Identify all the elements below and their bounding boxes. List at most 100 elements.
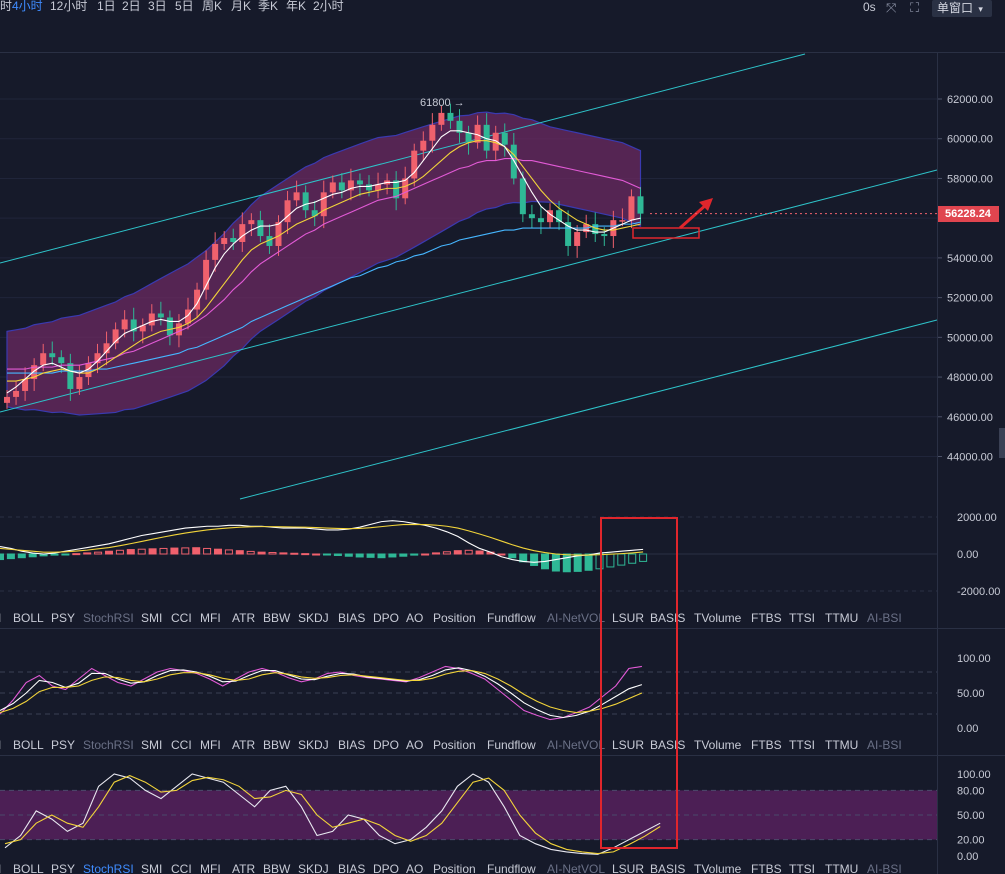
tab-ttsi[interactable]: TTSI (789, 611, 815, 625)
tab-ftbs[interactable]: FTBS (751, 738, 782, 752)
tab-i[interactable]: I (0, 738, 1, 752)
timeframe-7[interactable]: 周K (202, 0, 223, 13)
tab-psy[interactable]: PSY (51, 611, 76, 625)
tab-ai-bsi[interactable]: AI-BSI (867, 738, 902, 752)
tab-ttsi[interactable]: TTSI (789, 738, 815, 752)
tab-ao[interactable]: AO (406, 862, 424, 874)
tab-bbw[interactable]: BBW (263, 862, 291, 874)
expand-icon[interactable]: ⛶ (910, 0, 920, 15)
tab-tvolume[interactable]: TVolume (694, 862, 742, 874)
tab-atr[interactable]: ATR (232, 738, 256, 752)
timeframe-6[interactable]: 5日 (175, 0, 194, 13)
timeframe-1[interactable]: 4小时 (12, 0, 43, 13)
macd-histogram-bar (410, 553, 419, 556)
candle-body (230, 238, 237, 242)
tab-dpo[interactable]: DPO (373, 862, 400, 874)
tab-smi[interactable]: SMI (141, 862, 163, 874)
macd-histogram-bar (399, 553, 408, 557)
timeframe-3[interactable]: 1日 (97, 0, 116, 13)
window-mode-dropdown[interactable]: 单窗口 ▾ (932, 0, 992, 17)
tab-bias[interactable]: BIAS (338, 738, 366, 752)
bollinger-band (6, 111, 642, 416)
tab-ai-netvol[interactable]: AI-NetVOL (547, 611, 606, 625)
tab-atr[interactable]: ATR (232, 862, 256, 874)
candle-body (166, 317, 173, 336)
tab-cci[interactable]: CCI (171, 738, 192, 752)
tab-position[interactable]: Position (433, 611, 476, 625)
timeframe-10[interactable]: 年K (286, 0, 307, 13)
timeframe-8[interactable]: 月K (231, 0, 252, 13)
tab-boll[interactable]: BOLL (13, 862, 44, 874)
tab-dpo[interactable]: DPO (373, 738, 400, 752)
timeframe-2[interactable]: 12小时 (50, 0, 88, 13)
tab-ftbs[interactable]: FTBS (751, 862, 782, 874)
tab-fundflow[interactable]: Fundflow (487, 862, 536, 874)
tab-ttmu[interactable]: TTMU (825, 738, 859, 752)
tab-ttmu[interactable]: TTMU (825, 611, 859, 625)
tab-stochrsi[interactable]: StochRSI (83, 862, 134, 874)
fullscreen-icon[interactable]: ⤧ (886, 0, 897, 15)
indicator-tabs-1: I BOLL PSY StochRSI SMI CCI MFI ATR BBW SKDJ BIAS D… (0, 611, 940, 627)
tab-boll[interactable]: BOLL (13, 738, 44, 752)
tab-basis[interactable]: BASIS (650, 862, 686, 874)
tab-tvolume[interactable]: TVolume (694, 738, 742, 752)
tab-lsur[interactable]: LSUR (612, 611, 645, 625)
price-axis-label: 62000.00 (947, 94, 993, 106)
tab-skdj[interactable]: SKDJ (298, 738, 329, 752)
tab-mfi[interactable]: MFI (200, 738, 221, 752)
tab-smi[interactable]: SMI (141, 611, 163, 625)
tab-lsur[interactable]: LSUR (612, 862, 645, 874)
tab-boll[interactable]: BOLL (13, 611, 44, 625)
oscillator-panel[interactable]: 100.00 50.00 0.00 (0, 629, 1005, 735)
macd-panel[interactable]: 2000.00 0.00 -2000.00 (0, 500, 1005, 606)
tab-bbw[interactable]: BBW (263, 738, 291, 752)
candle-body (275, 222, 282, 246)
tab-bias[interactable]: BIAS (338, 611, 366, 625)
tab-stochrsi[interactable]: StochRSI (83, 611, 134, 625)
tab-position[interactable]: Position (433, 862, 476, 874)
tab-skdj[interactable]: SKDJ (298, 611, 329, 625)
tab-smi[interactable]: SMI (141, 738, 163, 752)
timeframe-9[interactable]: 季K (258, 0, 279, 13)
timeframe-5[interactable]: 3日 (148, 0, 167, 13)
timeframe-0[interactable]: 时 (0, 0, 13, 13)
candle-body (483, 124, 490, 151)
tab-psy[interactable]: PSY (51, 738, 76, 752)
tab-ao[interactable]: AO (406, 611, 424, 625)
tab-cci[interactable]: CCI (171, 611, 192, 625)
stochrsi-panel[interactable]: 100.00 80.00 50.00 20.00 0.00 (0, 756, 1005, 862)
tab-skdj[interactable]: SKDJ (298, 862, 329, 874)
tab-position[interactable]: Position (433, 738, 476, 752)
tab-fundflow[interactable]: Fundflow (487, 738, 536, 752)
panel-collapse-handle[interactable] (999, 428, 1005, 458)
tab-stochrsi[interactable]: StochRSI (83, 738, 134, 752)
tab-atr[interactable]: ATR (232, 611, 256, 625)
macd-histogram-bar (595, 553, 604, 570)
tab-fundflow[interactable]: Fundflow (487, 611, 536, 625)
price-chart[interactable]: 62000.0060000.0058000.0056000.0054000.00… (0, 53, 1005, 500)
tab-mfi[interactable]: MFI (200, 611, 221, 625)
timeframe-11[interactable]: 2小时 (313, 0, 344, 13)
tab-ttmu[interactable]: TTMU (825, 862, 859, 874)
tab-lsur[interactable]: LSUR (612, 738, 645, 752)
tab-tvolume[interactable]: TVolume (694, 611, 742, 625)
tab-cci[interactable]: CCI (171, 862, 192, 874)
price-axis-label: 44000.00 (947, 452, 993, 464)
tab-ai-bsi[interactable]: AI-BSI (867, 611, 902, 625)
macd-histogram-bar (475, 550, 484, 555)
tab-ao[interactable]: AO (406, 738, 424, 752)
tab-mfi[interactable]: MFI (200, 862, 221, 874)
tab-i[interactable]: I (0, 862, 1, 874)
tab-ai-netvol[interactable]: AI-NetVOL (547, 738, 606, 752)
tab-ai-netvol[interactable]: AI-NetVOL (547, 862, 606, 874)
tab-bbw[interactable]: BBW (263, 611, 291, 625)
tab-ttsi[interactable]: TTSI (789, 862, 815, 874)
timeframe-4[interactable]: 2日 (122, 0, 141, 13)
tab-ftbs[interactable]: FTBS (751, 611, 782, 625)
price-axis-label: 48000.00 (947, 372, 993, 384)
tab-ai-bsi[interactable]: AI-BSI (867, 862, 902, 874)
tab-i[interactable]: I (0, 611, 1, 625)
tab-bias[interactable]: BIAS (338, 862, 366, 874)
tab-dpo[interactable]: DPO (373, 611, 400, 625)
tab-psy[interactable]: PSY (51, 862, 76, 874)
